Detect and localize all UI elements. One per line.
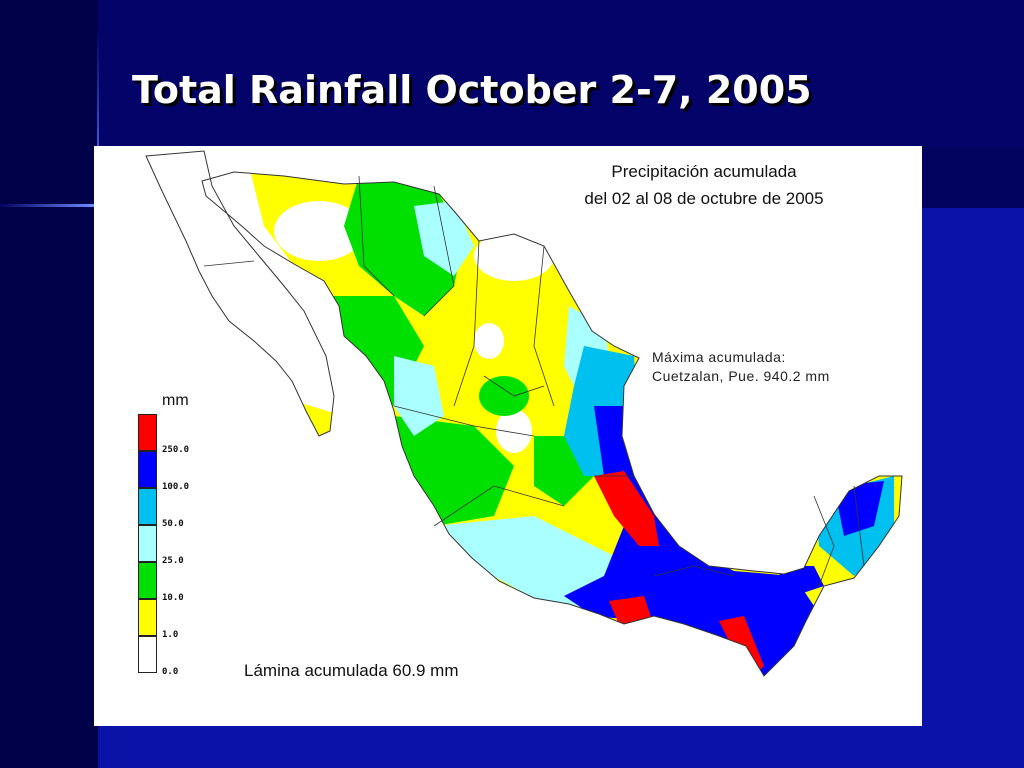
map-title-line-1: Precipitación acumulada xyxy=(611,162,797,181)
legend-swatch xyxy=(138,525,157,562)
legend-tick-label: 0.0 xyxy=(162,667,179,677)
legend-tick-label: 25.0 xyxy=(162,556,184,566)
map-title-line-2: del 02 al 08 de octubre de 2005 xyxy=(584,189,824,208)
accumulated-average-label: Lámina acumulada 60.9 mm xyxy=(244,661,459,680)
color-legend: 0.0 1.0 10.0 25.0 50.0 100.0 250.0 xyxy=(138,414,238,684)
background-top xyxy=(98,0,1024,146)
legend-tick-label: 100.0 xyxy=(162,482,190,492)
legend-swatch xyxy=(138,599,157,636)
accent-line-horizontal xyxy=(0,204,94,207)
legend-unit: mm xyxy=(162,392,189,409)
legend-tick-label: 250.0 xyxy=(162,445,190,455)
maximum-note-line-1: Máxima acumulada: xyxy=(652,349,786,365)
slide-title: Total Rainfall October 2-7, 2005 xyxy=(132,68,812,112)
maximum-note-line-2: Cuetzalan, Pue. 940.2 mm xyxy=(652,368,830,384)
legend-swatch xyxy=(138,414,157,451)
map-title: Precipitación acumulada del 02 al 08 de … xyxy=(514,158,894,212)
legend-tick-label: 1.0 xyxy=(162,630,179,640)
mexico-map xyxy=(145,150,903,677)
legend-swatch xyxy=(138,488,157,525)
rainfall-map-panel: Precipitación acumulada del 02 al 08 de … xyxy=(94,146,922,726)
legend-tick-label: 10.0 xyxy=(162,593,184,603)
background-bottom-band xyxy=(98,726,922,768)
background-left-band xyxy=(0,0,98,768)
legend-swatch xyxy=(138,562,157,599)
accent-line-vertical xyxy=(97,30,99,150)
legend-swatch xyxy=(138,636,157,673)
maximum-note: Máxima acumulada: Cuetzalan, Pue. 940.2 … xyxy=(652,348,830,386)
legend-tick-label: 50.0 xyxy=(162,519,184,529)
legend-swatch xyxy=(138,451,157,488)
background-right-band xyxy=(922,208,1024,768)
